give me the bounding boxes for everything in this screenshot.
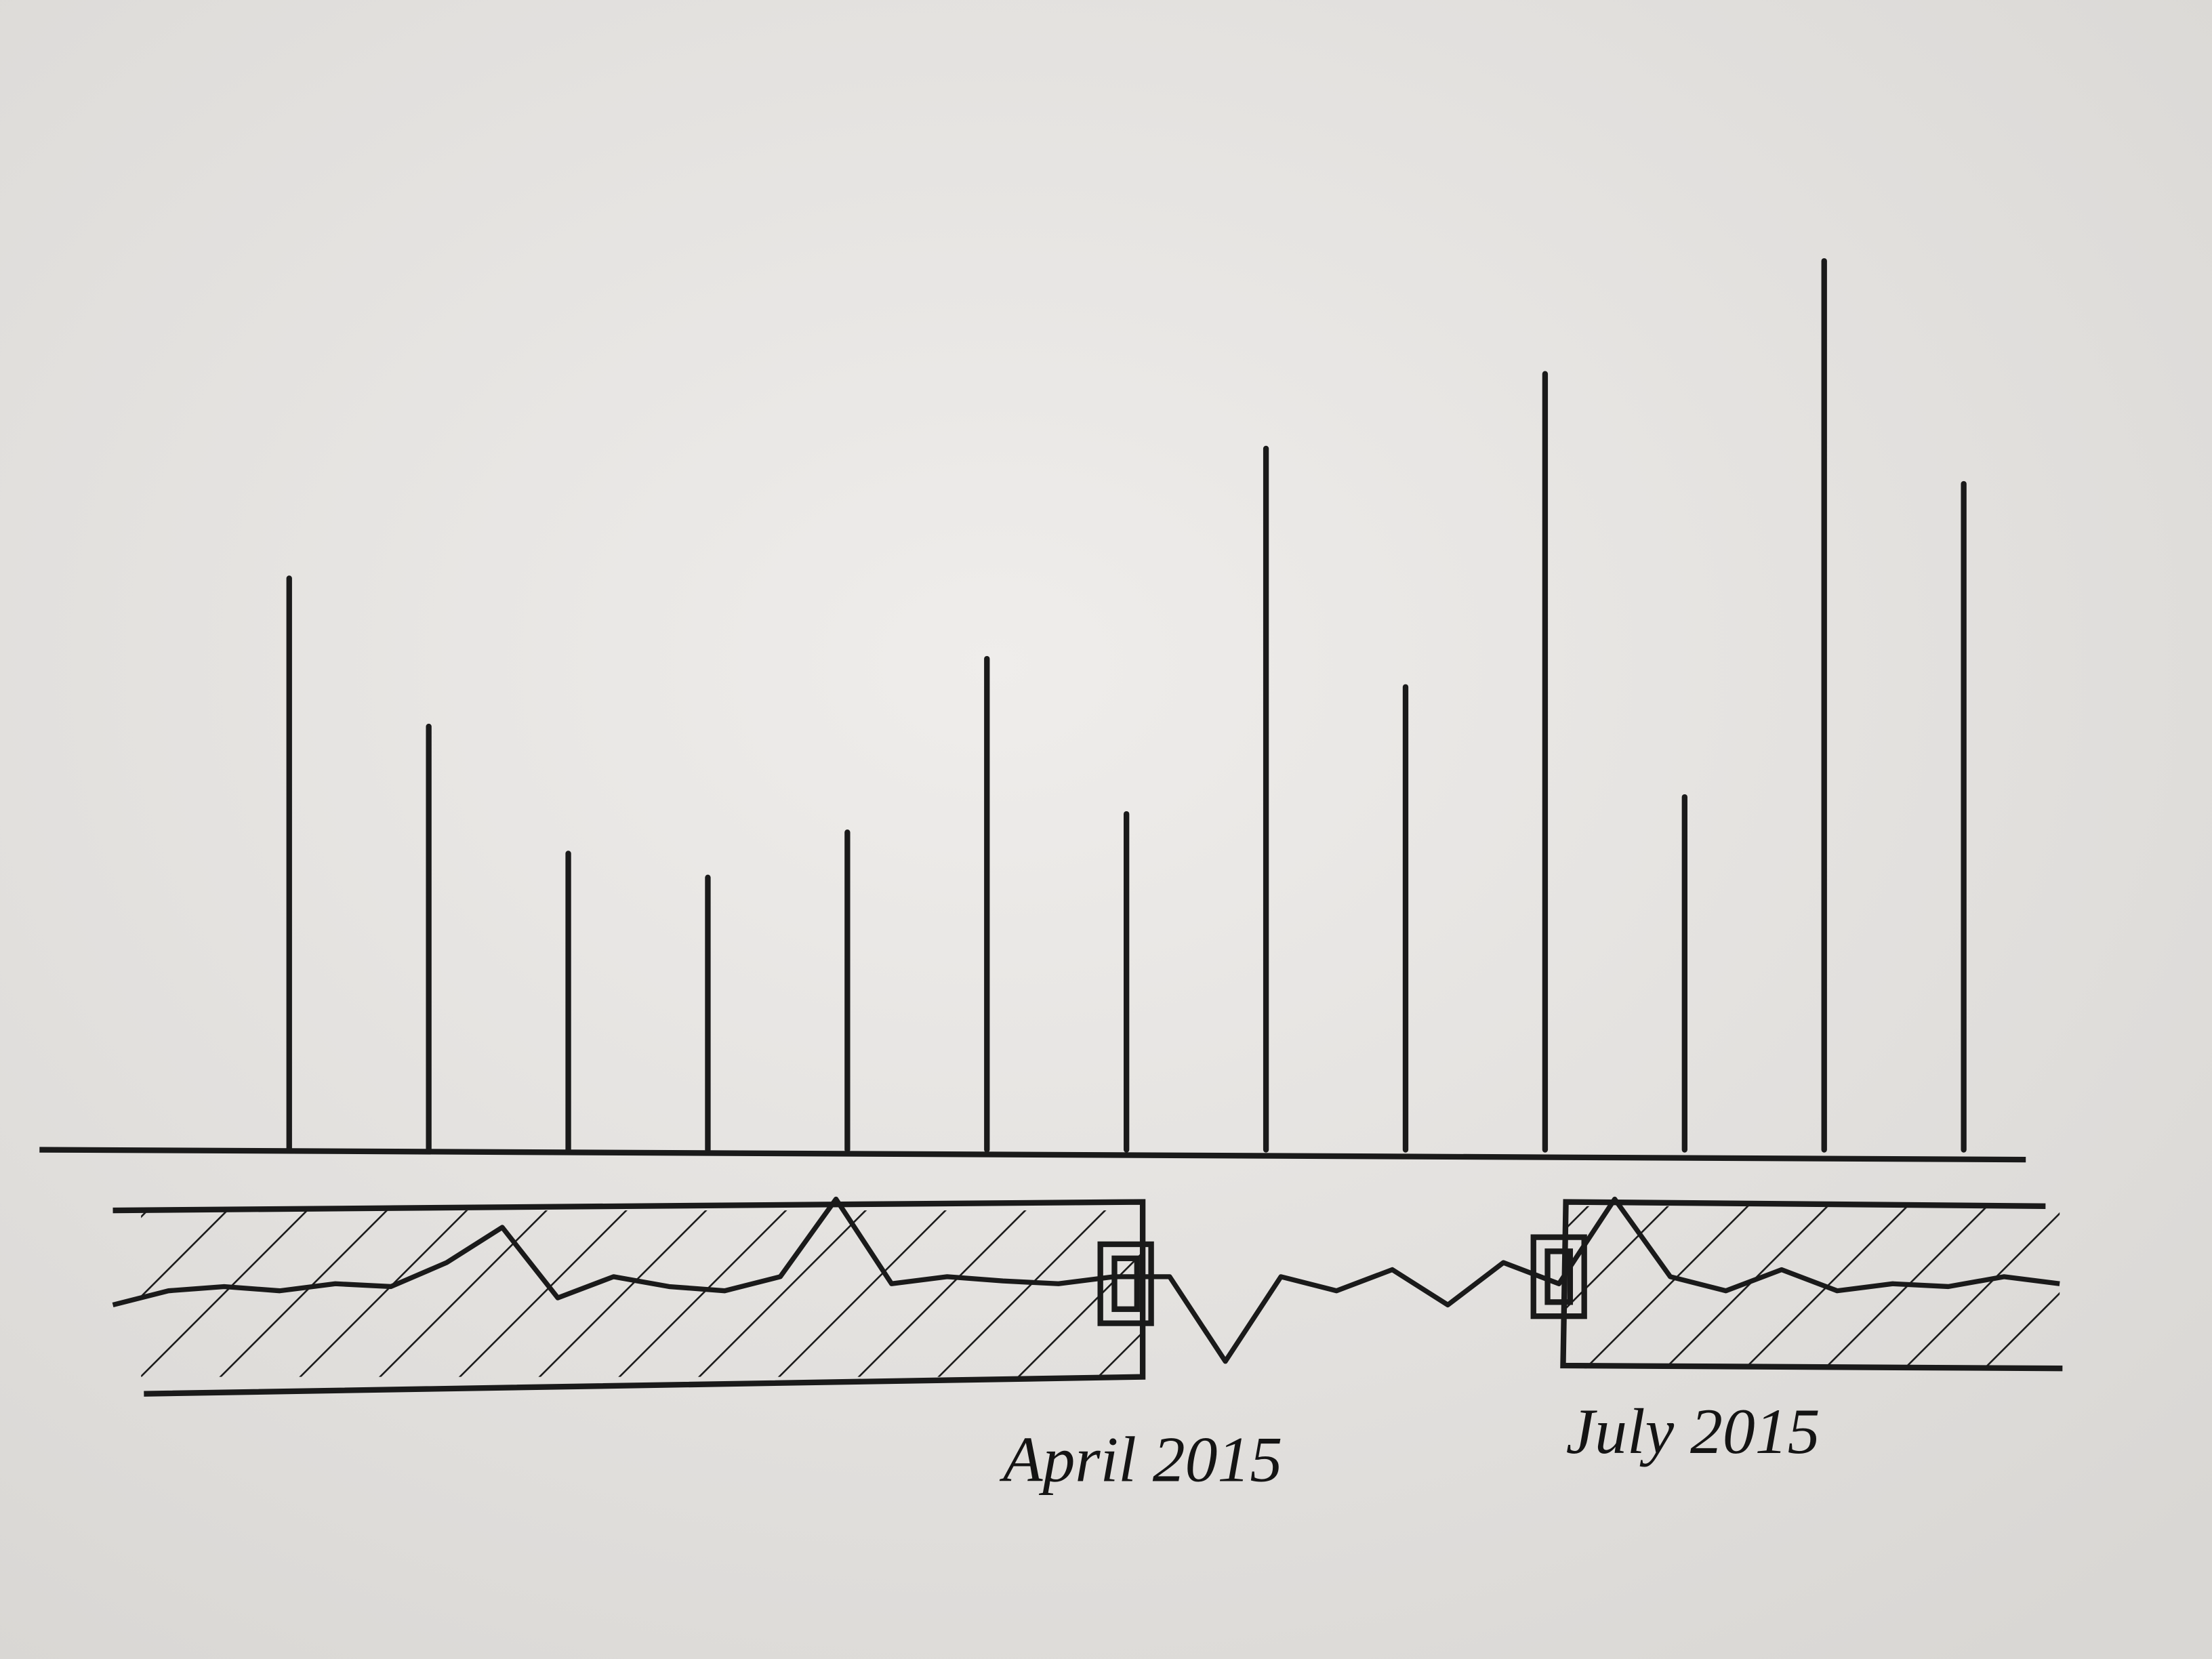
brush-handle-grip <box>1111 1255 1140 1312</box>
brush-handle <box>1530 1234 1587 1319</box>
brush-start-label: April 2015 <box>999 1424 1282 1496</box>
brush-unselected-right <box>1565 1206 2060 1369</box>
brush-frame-left <box>112 1199 1146 1397</box>
baseline <box>39 1147 2026 1163</box>
brush-handle-grip <box>1544 1248 1574 1305</box>
overview-line <box>112 1196 2060 1364</box>
brush-frame-right <box>1560 1199 2063 1372</box>
brush-unselected-left <box>141 1210 1143 1377</box>
brush-handle <box>1097 1241 1154 1326</box>
overview <box>112 1196 2063 1397</box>
brush-end-label: July 2015 <box>1566 1395 1820 1467</box>
